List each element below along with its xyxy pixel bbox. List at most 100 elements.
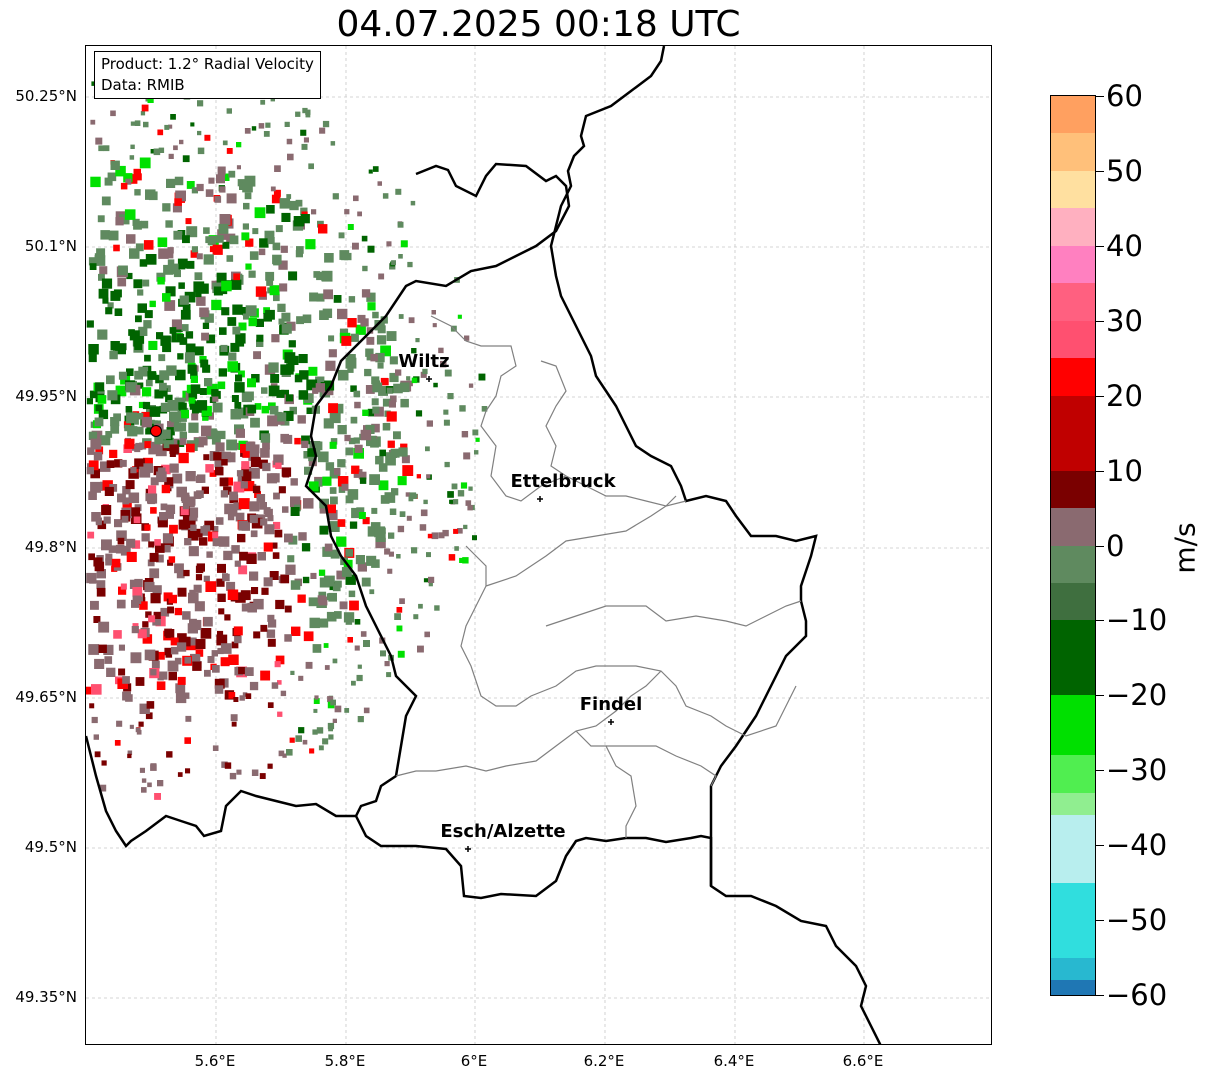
colorbar-tick-label: 20: [1106, 378, 1143, 413]
echo-pixel: [90, 481, 101, 493]
echo-pixel: [184, 737, 191, 744]
echo-pixel: [271, 542, 278, 549]
echo-pixel: [146, 423, 154, 432]
echo-pixel: [384, 548, 391, 555]
echo-pixel: [201, 405, 212, 417]
echo-pixel: [323, 289, 333, 300]
colorbar-tick: [1096, 470, 1104, 472]
echo-pixel: [360, 631, 367, 637]
echo-pixel: [98, 145, 104, 152]
echo-pixel: [298, 675, 304, 681]
echo-pixel: [372, 166, 379, 172]
echo-pixel: [226, 581, 236, 591]
radar-site-marker[interactable]: [150, 425, 162, 437]
echo-pixel: [207, 656, 215, 663]
colorbar-tick-label: 10: [1106, 453, 1143, 488]
echo-pixel: [135, 243, 144, 252]
echo-pixel: [114, 308, 123, 316]
echo-pixel: [334, 580, 342, 588]
echo-pixel: [125, 406, 133, 413]
echo-pixel: [332, 718, 337, 723]
echo-pixel: [281, 389, 289, 398]
echo-pixel: [238, 498, 250, 510]
echo-pixel: [376, 335, 387, 345]
echo-pixel: [185, 768, 191, 774]
echo-pixel: [336, 536, 347, 547]
echo-pixel: [239, 695, 245, 701]
echo-pixel: [271, 682, 279, 689]
echo-pixel: [364, 368, 372, 377]
echo-pixel: [186, 512, 196, 522]
echo-pixel: [140, 220, 149, 229]
colorbar-tick: [1096, 395, 1104, 397]
echo-pixel: [319, 310, 329, 320]
echo-pixel: [330, 141, 336, 146]
echo-pixel: [102, 480, 113, 491]
map-area[interactable]: [85, 45, 992, 1045]
echo-pixel: [284, 605, 292, 613]
echo-pixel: [290, 496, 301, 507]
echo-pixel: [273, 189, 281, 197]
echo-pixel: [369, 589, 375, 595]
echo-pixel: [298, 390, 309, 400]
echo-pixel: [244, 128, 251, 134]
echo-pixel: [129, 724, 134, 729]
echo-pixel: [98, 273, 105, 281]
echo-pixel: [288, 340, 296, 348]
echo-pixel: [206, 334, 216, 344]
echo-pixel: [371, 398, 379, 406]
echo-pixel: [283, 434, 293, 444]
echo-pixel: [213, 286, 223, 296]
echo-pixel: [125, 694, 133, 702]
echo-pixel: [366, 336, 375, 345]
echo-pixel: [238, 370, 245, 378]
echo-pixel: [287, 555, 295, 563]
lon-label: 6.2°E: [583, 1052, 625, 1070]
echo-pixel: [134, 173, 142, 181]
echo-pixel: [256, 494, 266, 503]
echo-pixel: [114, 740, 121, 746]
echo-pixel: [270, 374, 280, 383]
echo-pixel: [237, 179, 245, 187]
echo-pixel: [463, 452, 471, 460]
echo-pixel: [226, 148, 233, 154]
echo-pixel: [176, 642, 187, 652]
echo-pixel: [279, 198, 291, 209]
echo-pixel: [163, 592, 173, 602]
echo-pixel: [308, 453, 317, 462]
echo-pixel: [124, 209, 136, 220]
echo-pixel: [211, 435, 221, 445]
echo-pixel: [173, 230, 183, 240]
echo-pixel: [93, 557, 103, 567]
echo-pixel: [108, 230, 119, 241]
echo-pixel: [388, 400, 396, 408]
echo-pixel: [150, 763, 157, 770]
colorbar-tick-label: 0: [1106, 528, 1125, 563]
echo-pixel: [167, 660, 179, 672]
echo-pixel: [418, 603, 423, 609]
echo-pixel: [298, 727, 305, 734]
echo-pixel: [389, 372, 399, 383]
echo-pixel: [409, 492, 417, 499]
echo-pixel: [368, 169, 373, 174]
echo-pixel: [135, 727, 141, 733]
echo-pixel: [408, 317, 415, 324]
echo-pixel: [141, 778, 147, 783]
echo-pixel: [188, 637, 197, 646]
echo-pixel: [132, 218, 140, 226]
echo-pixel: [234, 635, 242, 644]
echo-pixel: [468, 486, 473, 491]
echo-pixel: [296, 246, 304, 254]
echo-pixel: [302, 576, 310, 584]
echo-pixel: [312, 644, 322, 653]
echo-pixel: [457, 528, 463, 534]
echo-pixel: [341, 567, 352, 577]
echo-pixel: [202, 322, 210, 329]
echo-pixel: [333, 468, 341, 475]
echo-pixel: [268, 362, 279, 373]
echo-pixel: [110, 160, 120, 170]
echo-pixel: [227, 317, 237, 326]
colorbar-tick-label: −40: [1106, 828, 1168, 863]
city-marker: [465, 846, 471, 852]
echo-pixel: [350, 333, 359, 342]
